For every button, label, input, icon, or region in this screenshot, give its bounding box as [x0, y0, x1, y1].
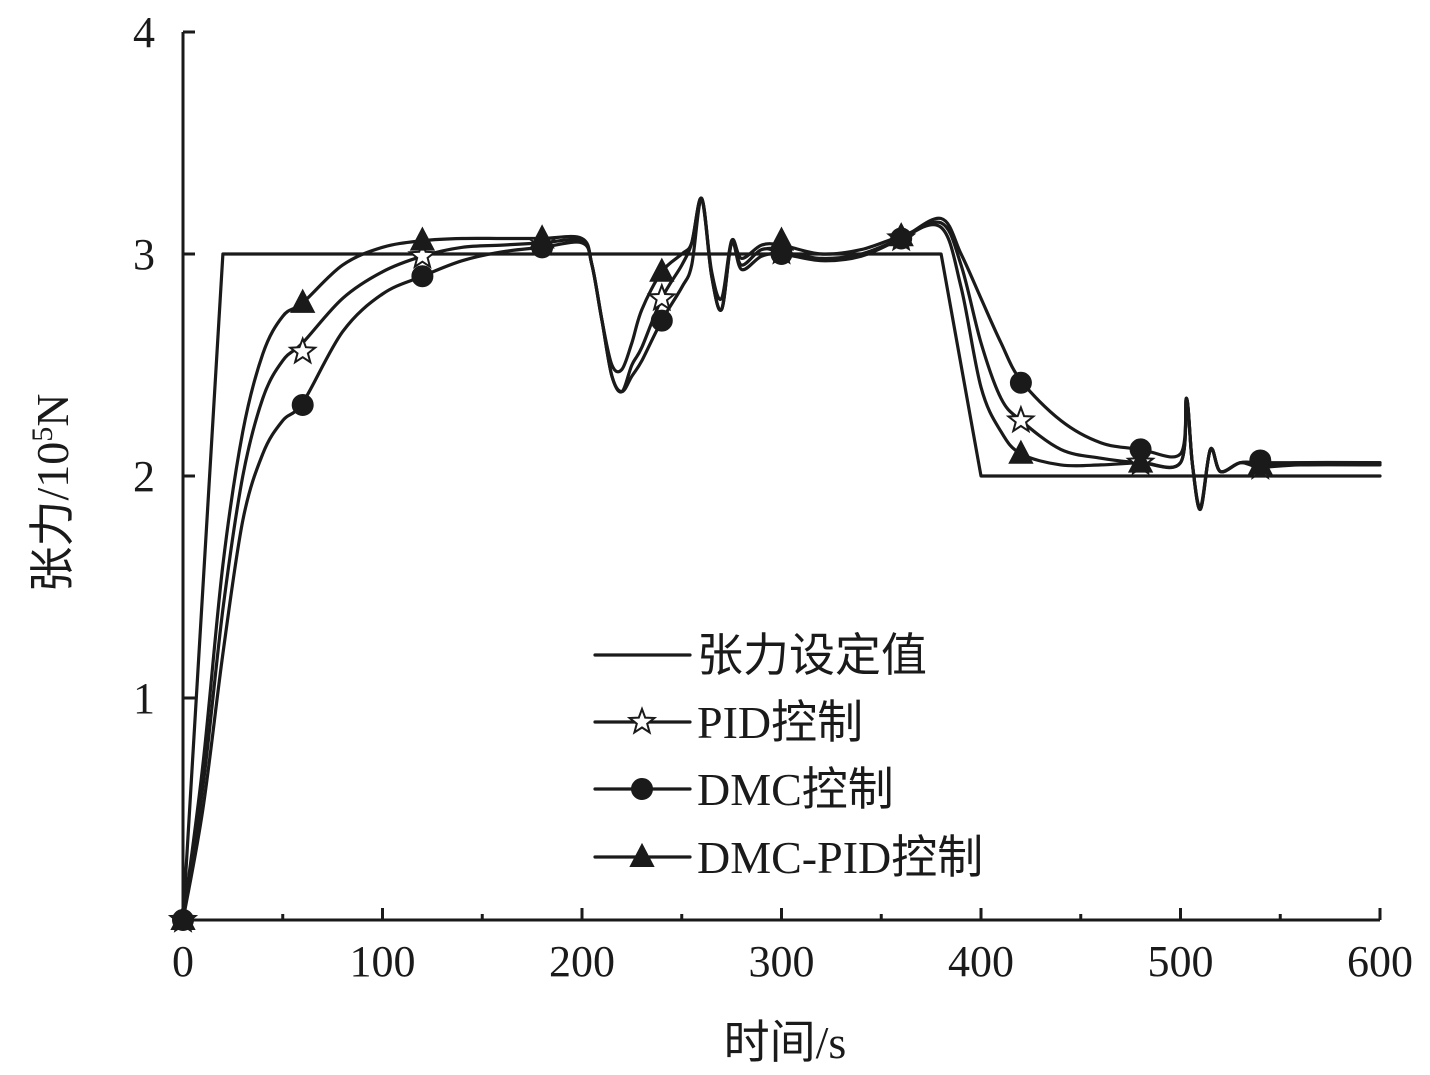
legend-label-pid: PID控制: [697, 697, 863, 748]
circle-marker-icon: [631, 778, 653, 800]
dmc-pid-triangle-marker: [290, 288, 316, 313]
dmc-pid-triangle-marker: [888, 222, 914, 247]
x-tick-label: 100: [350, 937, 416, 986]
dmc-circle-marker: [411, 265, 434, 288]
series-layer: [181, 196, 1382, 922]
y-axis-title-main: 张力/10: [27, 442, 78, 593]
dmc-circle-marker: [291, 393, 314, 416]
x-tick-label: 200: [549, 937, 615, 986]
triangle-marker-icon: [629, 842, 655, 867]
legend-label-dmc: DMC控制: [697, 764, 894, 815]
x-tick-label: 500: [1148, 937, 1214, 986]
dmc-circle-marker: [1009, 371, 1032, 394]
y-axis-title-unit: N: [27, 393, 78, 426]
dmc-pid-triangle-marker: [768, 226, 795, 251]
y-axis-title-sup: 5: [26, 427, 59, 442]
dmc-pid-triangle-marker: [649, 257, 675, 282]
x-tick-label: 600: [1347, 937, 1413, 986]
marker-layer: [167, 222, 1276, 933]
pid-star-marker: [287, 335, 318, 365]
x-tick-label: 400: [948, 937, 1014, 986]
x-axis-title: 时间/s: [724, 1017, 847, 1068]
legend-item-dmc: DMC控制: [593, 764, 894, 815]
x-tick-label: 0: [172, 937, 194, 986]
y-tick-label: 4: [133, 8, 155, 57]
legend-label-setpoint: 张力设定值: [697, 630, 927, 681]
star-marker-icon: [626, 706, 658, 735]
dmc-pid-triangle-marker: [409, 226, 436, 251]
y-tick-label: 2: [133, 452, 155, 501]
legend-item-pid: PID控制: [593, 697, 863, 748]
series-line-setpoint: [181, 252, 1382, 922]
y-axis-title: 张力/105N: [26, 393, 78, 592]
pid-star-marker: [407, 240, 438, 269]
legend-item-dmc-pid: DMC-PID控制: [593, 832, 983, 883]
dmc-pid-triangle-marker: [529, 224, 555, 249]
axes: 0 100 200 300 400 500 600 1 2 3 4: [133, 8, 1413, 986]
pid-star-marker: [1005, 404, 1037, 434]
legend: 张力设定值 PID控制 DMC控制 DMC-PID控制: [593, 630, 983, 883]
series-line-dmc-pid: [181, 196, 1382, 922]
y-tick-label: 3: [133, 230, 155, 279]
legend-label-dmc-pid: DMC-PID控制: [697, 832, 983, 883]
y-tick-label: 1: [133, 674, 155, 723]
x-tick-label: 300: [749, 937, 815, 986]
pid-star-marker: [646, 282, 677, 312]
dmc-pid-triangle-marker: [1008, 439, 1034, 464]
dmc-pid-triangle-marker: [170, 905, 196, 930]
legend-item-setpoint: 张力设定值: [593, 630, 927, 681]
dmc-pid-triangle-marker: [1127, 448, 1154, 473]
dmc-circle-marker: [650, 309, 673, 332]
dmc-pid-triangle-marker: [1247, 450, 1273, 475]
